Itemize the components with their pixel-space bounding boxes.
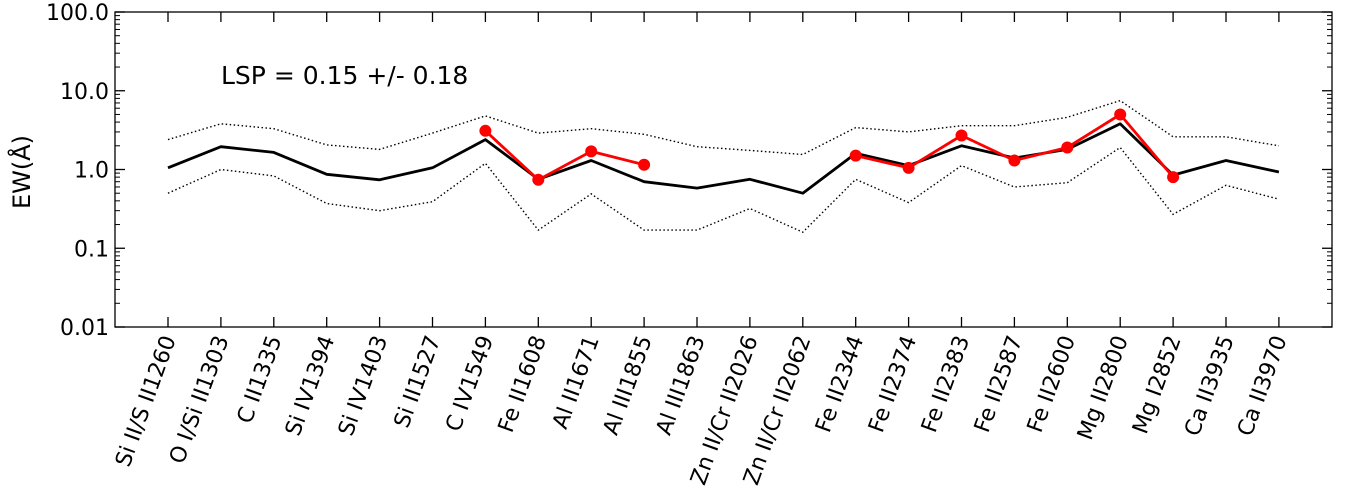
x-tick-label: Si IV1394 bbox=[281, 333, 340, 440]
x-tick-label: C IV1549 bbox=[441, 333, 499, 435]
series-layer bbox=[167, 99, 1280, 234]
x-tick-label: Si II1527 bbox=[390, 333, 446, 432]
x-tick-label: Ca II3935 bbox=[1180, 333, 1239, 440]
y-tick-label: 10.0 bbox=[60, 80, 109, 105]
measured-point bbox=[849, 149, 862, 162]
lsp-annotation: LSP = 0.15 +/- 0.18 bbox=[221, 61, 468, 90]
x-tick-label: Al III1855 bbox=[599, 333, 658, 439]
y-tick-label: 0.01 bbox=[60, 316, 109, 341]
measured-point bbox=[638, 158, 651, 171]
x-tick-label: Fe II2374 bbox=[864, 333, 922, 436]
measured-point bbox=[1167, 171, 1180, 184]
measured-point bbox=[532, 173, 545, 186]
y-tick-label: 0.1 bbox=[74, 237, 109, 262]
x-tick-label: Al III1863 bbox=[652, 333, 711, 439]
x-tick-label: Si IV1403 bbox=[334, 333, 393, 440]
major-ticks bbox=[115, 11, 1332, 328]
measured-point bbox=[479, 124, 492, 137]
y-tick-label: 1.0 bbox=[74, 159, 109, 184]
measured-point bbox=[902, 161, 915, 174]
x-tick-label: Fe II2344 bbox=[811, 333, 869, 436]
x-tick-label: Fe II2600 bbox=[1023, 333, 1081, 436]
x-tick-label: C II1335 bbox=[233, 333, 288, 427]
x-tick-label: Fe II1608 bbox=[494, 333, 552, 436]
measured-point bbox=[955, 129, 968, 142]
x-tick-label: Mg I2852 bbox=[1128, 333, 1187, 438]
plot-area bbox=[114, 11, 1333, 328]
measured-point bbox=[1008, 154, 1021, 167]
median-line bbox=[167, 122, 1280, 195]
y-axis-title: EW(Å) bbox=[7, 135, 36, 209]
x-tick-label: Ca II3970 bbox=[1233, 333, 1292, 440]
measured-point bbox=[1061, 141, 1074, 154]
x-tick-label: Fe II2587 bbox=[970, 333, 1028, 436]
x-tick-label: Mg II2800 bbox=[1073, 333, 1134, 444]
measured-point bbox=[1114, 108, 1127, 121]
y-tick-labels: 0.01 0.1 1.0 10.0 100.0 bbox=[46, 1, 109, 341]
lower-bound-line bbox=[167, 146, 1280, 234]
measured-point bbox=[585, 145, 598, 158]
x-tick-label: Al II1671 bbox=[548, 333, 605, 433]
minor-ticks bbox=[115, 15, 1332, 304]
y-tick-label: 100.0 bbox=[46, 1, 109, 26]
plot-border bbox=[114, 11, 1333, 328]
x-tick-label: Fe II2383 bbox=[917, 333, 975, 436]
